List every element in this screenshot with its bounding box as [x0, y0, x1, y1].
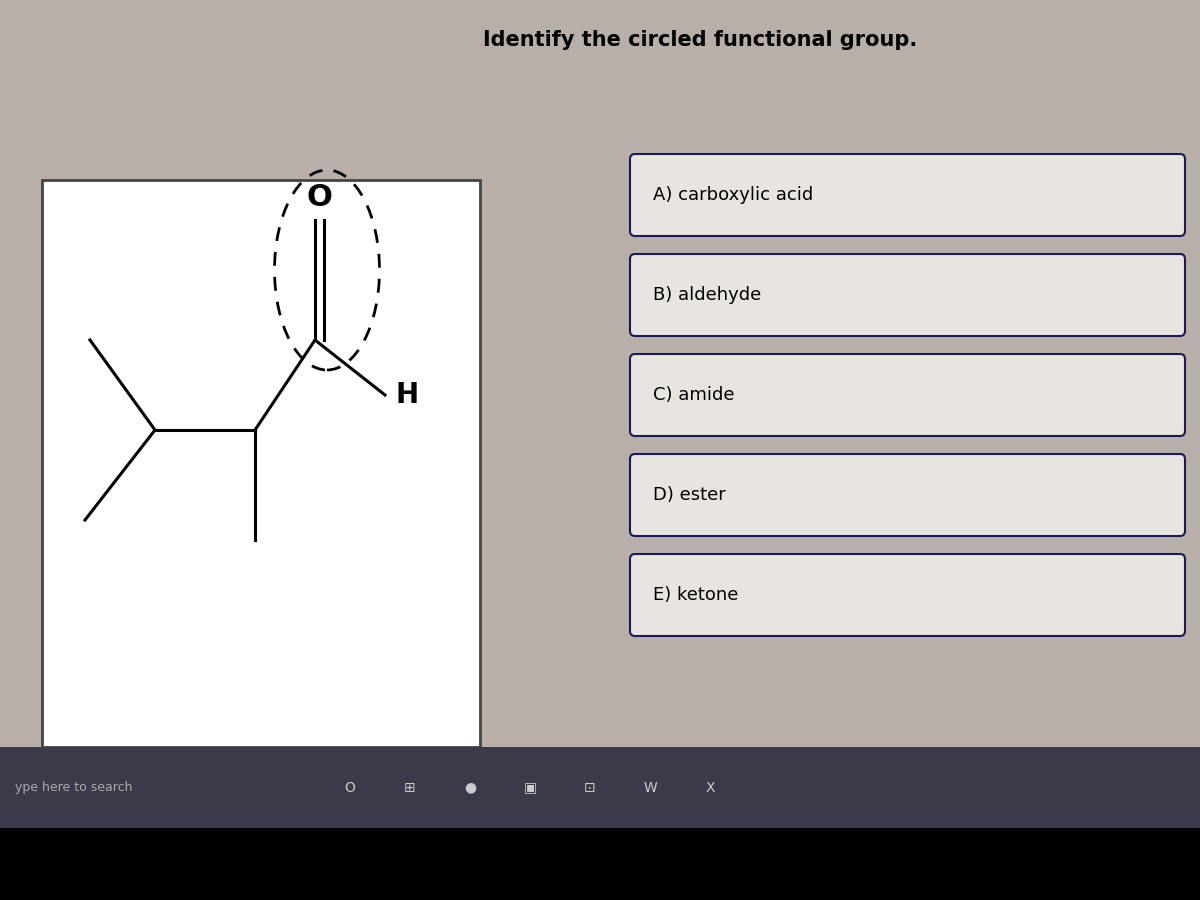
Text: D) ester: D) ester — [653, 486, 726, 504]
Text: ype here to search: ype here to search — [14, 781, 132, 794]
Text: O: O — [306, 184, 332, 212]
FancyBboxPatch shape — [630, 254, 1186, 336]
Text: ⊡: ⊡ — [584, 780, 596, 795]
FancyBboxPatch shape — [42, 180, 480, 747]
Text: A) carboxylic acid: A) carboxylic acid — [653, 186, 814, 204]
Text: C) amide: C) amide — [653, 386, 734, 404]
Text: ⊞: ⊞ — [404, 780, 416, 795]
FancyBboxPatch shape — [630, 454, 1186, 536]
Text: Identify the circled functional group.: Identify the circled functional group. — [482, 30, 917, 50]
FancyBboxPatch shape — [0, 828, 1200, 900]
Text: ▣: ▣ — [523, 780, 536, 795]
Text: ●: ● — [464, 780, 476, 795]
FancyBboxPatch shape — [630, 354, 1186, 436]
Text: B) aldehyde: B) aldehyde — [653, 286, 761, 304]
Text: X: X — [706, 780, 715, 795]
Text: O: O — [344, 780, 355, 795]
Text: E) ketone: E) ketone — [653, 586, 738, 604]
FancyBboxPatch shape — [0, 747, 1200, 828]
FancyBboxPatch shape — [630, 154, 1186, 236]
Text: W: W — [643, 780, 656, 795]
FancyBboxPatch shape — [630, 554, 1186, 636]
Text: H: H — [396, 381, 419, 409]
